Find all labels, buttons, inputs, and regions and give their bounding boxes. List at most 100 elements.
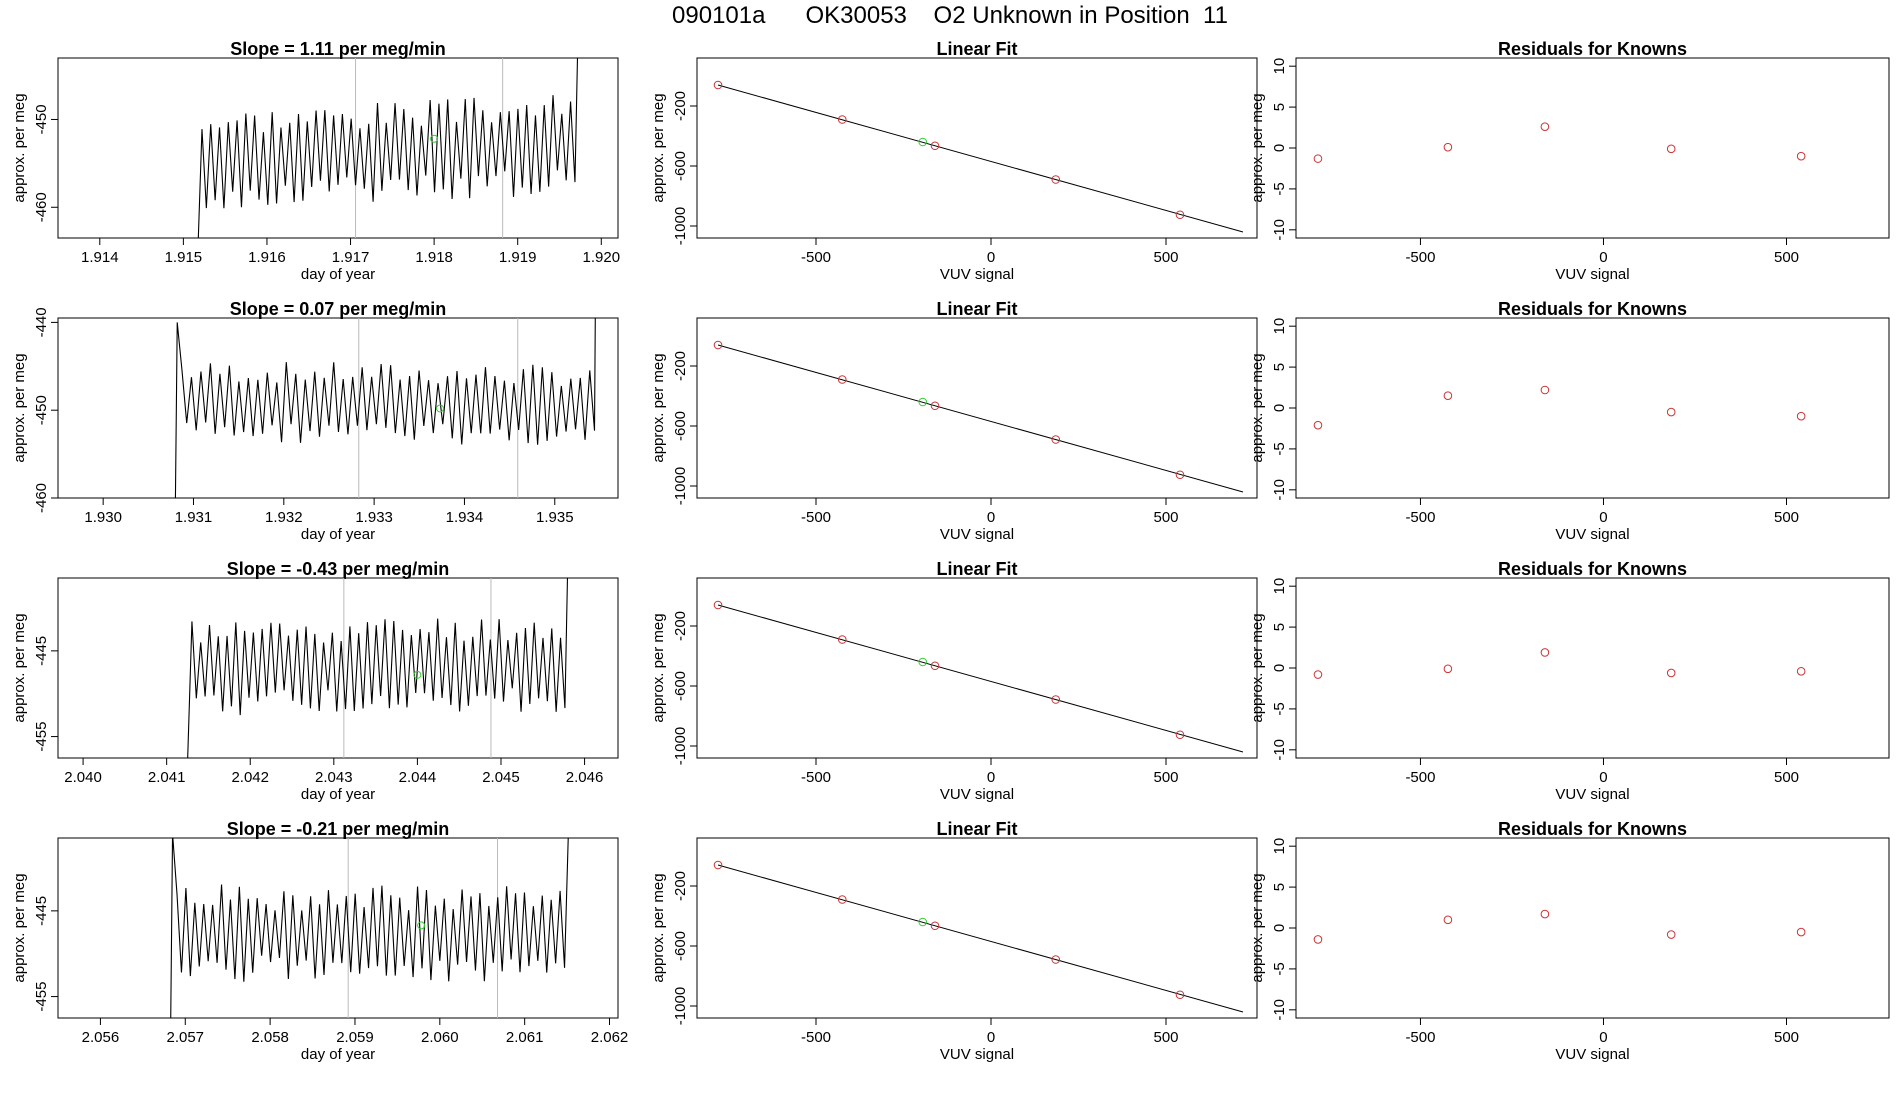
row-1-timeseries-x-tick-label: 1.919 xyxy=(499,249,537,266)
page-title: 090101a OK30053 O2 Unknown in Position 1… xyxy=(672,2,1228,29)
row-2-linear-fit-plot-box xyxy=(696,317,1258,499)
row-2-timeseries-y-axis-label: approx. per meg xyxy=(11,353,28,462)
residual-point xyxy=(1313,154,1323,163)
row-3-linear-fit-y-tick-label: -600 xyxy=(672,671,689,701)
residual-point xyxy=(1796,411,1806,421)
row-3-timeseries-x-tick-label: 2.046 xyxy=(566,769,604,786)
residual-point xyxy=(1540,648,1550,657)
row-3-residuals-title: Residuals for Knowns xyxy=(1498,559,1687,579)
known-point xyxy=(837,635,847,644)
row-1-timeseries-y-axis-label: approx. per meg xyxy=(11,93,28,202)
row-2-residuals-title: Residuals for Knowns xyxy=(1498,299,1687,319)
residual-point xyxy=(1666,930,1676,939)
row-2-linear-fit-y-tick-label: -1000 xyxy=(672,467,689,505)
row-4-residuals-x-tick-label: 500 xyxy=(1774,1029,1799,1046)
row-3-timeseries-x-tick-label: 2.043 xyxy=(315,769,353,786)
known-point xyxy=(713,340,723,350)
row-4-timeseries-title: Slope = -0.21 per meg/min xyxy=(227,819,450,839)
row-2-linear-fit-y-axis-label: approx. per meg xyxy=(650,353,667,462)
row-2-timeseries-y-tick-label: -450 xyxy=(33,395,50,425)
row-4-residuals-x-tick-label: 0 xyxy=(1599,1029,1607,1046)
unknown-marker xyxy=(436,404,445,413)
row-3-linear-fit-x-axis-label: VUV signal xyxy=(940,786,1014,803)
known-point xyxy=(1051,695,1061,704)
row-3-residuals-y-tick-label: 0 xyxy=(1271,664,1288,672)
row-1-residuals-x-axis-label: VUV signal xyxy=(1555,266,1629,283)
series-line xyxy=(197,58,579,238)
row-4-linear-fit-y-axis-label: approx. per meg xyxy=(650,873,667,982)
row-4-linear-fit-x-tick-label: 0 xyxy=(987,1029,995,1046)
row-4-linear-fit-x-axis-label: VUV signal xyxy=(940,1046,1014,1063)
row-2-linear-fit-y-tick-label: -600 xyxy=(672,411,689,441)
row-2-linear-fit-y-tick-label: -200 xyxy=(672,351,689,381)
row-1-residuals-y-tick-label: 0 xyxy=(1271,144,1288,152)
row-4-linear-fit-x-tick-label: -500 xyxy=(801,1029,831,1046)
row-1-linear-fit-x-tick-label: -500 xyxy=(801,249,831,266)
row-3-timeseries-y-axis-label: approx. per meg xyxy=(11,613,28,722)
row-3-timeseries-plot-box xyxy=(57,577,619,759)
row-1-timeseries-x-tick-label: 1.918 xyxy=(415,249,453,266)
known-point xyxy=(930,921,940,931)
row-2-linear-fit-x-tick-label: -500 xyxy=(801,509,831,526)
row-1-timeseries-title: Slope = 1.11 per meg/min xyxy=(230,39,446,59)
row-3-timeseries-x-tick-label: 2.044 xyxy=(399,769,437,786)
known-point xyxy=(930,141,940,151)
row-3-residuals-panel: Residuals for Knowns -500 0 500 -10 -5 0 5 10 VUV… xyxy=(1249,559,1890,803)
row-1-timeseries-x-tick-label: 1.915 xyxy=(165,249,203,266)
row-4-timeseries-x-tick-label: 2.062 xyxy=(591,1029,629,1046)
row-2-timeseries-x-tick-label: 1.931 xyxy=(175,509,213,526)
row-4-timeseries-x-tick-label: 2.058 xyxy=(251,1029,289,1046)
row-2-linear-fit-title: Linear Fit xyxy=(936,299,1017,319)
row-2-linear-fit-x-tick-label: 500 xyxy=(1153,509,1178,526)
row-1-residuals-y-tick-label: 10 xyxy=(1271,58,1288,75)
row-4-linear-fit-plot-box xyxy=(696,837,1258,1019)
row-1-residuals-x-tick-label: 0 xyxy=(1599,249,1607,266)
known-point xyxy=(1051,435,1061,444)
residual-point xyxy=(1443,664,1453,674)
row-2-timeseries-title: Slope = 0.07 per meg/min xyxy=(230,299,447,319)
known-point xyxy=(713,80,723,90)
row-3-residuals-y-tick-label: -10 xyxy=(1271,739,1288,761)
fit-line xyxy=(717,84,1244,233)
row-4-linear-fit-y-tick-label: -1000 xyxy=(672,987,689,1025)
row-1-residuals-panel: Residuals for Knowns -500 0 500 -10 -5 0 5 10 VUV… xyxy=(1249,39,1890,283)
row-2-linear-fit-panel: Linear Fit -500 0 500 -1000 -600 -200 VUV signa… xyxy=(650,299,1258,543)
row-2-linear-fit-x-tick-label: 0 xyxy=(987,509,995,526)
known-point xyxy=(1051,955,1061,964)
row-2-residuals-y-tick-label: 5 xyxy=(1271,363,1288,371)
row-4-linear-fit-y-tick-label: -200 xyxy=(672,871,689,901)
row-4-timeseries-x-tick-label: 2.060 xyxy=(421,1029,459,1046)
unknown-marker xyxy=(413,670,422,679)
row-2-timeseries-x-tick-label: 1.933 xyxy=(355,509,393,526)
fit-line xyxy=(717,344,1244,493)
residual-point xyxy=(1313,420,1323,430)
residual-point xyxy=(1443,915,1453,925)
residual-point xyxy=(1796,666,1806,676)
row-3-residuals-x-tick-label: 0 xyxy=(1599,769,1607,786)
row-4-timeseries-x-tick-label: 2.057 xyxy=(166,1029,204,1046)
row-3-linear-fit-title: Linear Fit xyxy=(936,559,1017,579)
series-line xyxy=(170,838,569,1018)
residual-point xyxy=(1443,391,1453,401)
row-1-linear-fit-y-axis-label: approx. per meg xyxy=(650,93,667,202)
row-1-timeseries-y-tick-label: -450 xyxy=(33,104,50,134)
row-1-linear-fit-panel: Linear Fit -500 0 500 -1000 -600 -200 VUV signa… xyxy=(650,39,1258,283)
row-3-timeseries-x-tick-label: 2.045 xyxy=(482,769,520,786)
row-2-timeseries-x-tick-label: 1.935 xyxy=(536,509,574,526)
row-1-residuals-y-tick-label: 5 xyxy=(1271,103,1288,111)
row-3-linear-fit-x-tick-label: 500 xyxy=(1153,769,1178,786)
unknown-marker xyxy=(430,134,439,143)
row-3-linear-fit-x-tick-label: -500 xyxy=(801,769,831,786)
residual-point xyxy=(1796,151,1806,161)
row-2-residuals-panel: Residuals for Knowns -500 0 500 -10 -5 0 5 10 VUV… xyxy=(1249,299,1890,543)
row-4-residuals-y-tick-label: -10 xyxy=(1271,999,1288,1021)
row-4-residuals-title: Residuals for Knowns xyxy=(1498,819,1687,839)
row-4-timeseries-x-tick-label: 2.061 xyxy=(506,1029,544,1046)
row-3-residuals-y-tick-label: 10 xyxy=(1271,578,1288,595)
row-2-timeseries-y-tick-label: -460 xyxy=(33,483,50,513)
unknown-point xyxy=(918,917,928,927)
row-2-residuals-x-tick-label: 0 xyxy=(1599,509,1607,526)
row-2-residuals-x-axis-label: VUV signal xyxy=(1555,526,1629,543)
row-1-linear-fit-plot-box xyxy=(696,57,1258,239)
row-4-timeseries-x-tick-label: 2.059 xyxy=(336,1029,374,1046)
